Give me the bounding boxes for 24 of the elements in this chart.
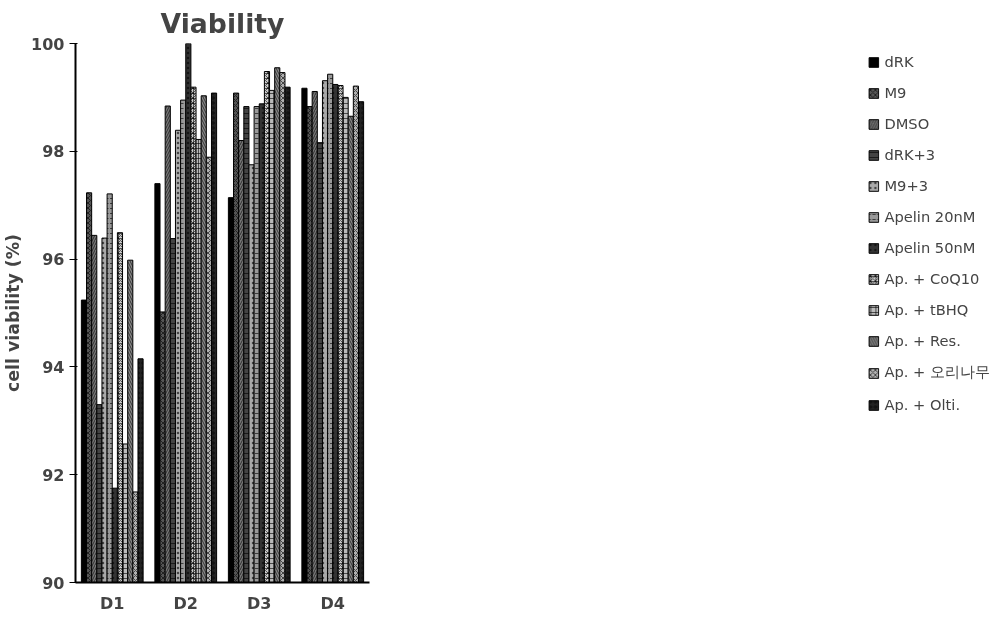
legend-label: Apelin 20nM: [884, 208, 976, 225]
x-tick-label: D2: [173, 593, 198, 613]
x-tick-label: D3: [247, 593, 272, 613]
chart-title: Viability: [160, 7, 285, 39]
x-tick-label: D4: [320, 593, 345, 613]
legend-label: M9: [884, 84, 907, 101]
legend-label: DMSO: [884, 115, 930, 132]
legend-label: Ap. + CoQ10: [884, 270, 980, 287]
legend-label: M9+3: [884, 177, 928, 194]
y-axis-title: cell viability (%): [3, 234, 24, 392]
y-tick-label: 94: [42, 357, 65, 377]
legend-label: Apelin 50nM: [884, 239, 976, 256]
legend-label: Ap. + 오리나무: [884, 363, 990, 382]
legend-label: Ap. + Olti.: [884, 396, 961, 413]
legend-label: Ap. + Res.: [884, 332, 961, 349]
y-tick-label: 98: [42, 142, 65, 162]
legend-label: dRK+3: [884, 146, 936, 163]
y-tick-label: 96: [42, 250, 65, 270]
y-tick-label: 90: [42, 573, 65, 593]
x-tick-label: D1: [100, 593, 125, 613]
y-tick-label: 100: [31, 34, 65, 54]
legend-label: Ap. + tBHQ: [884, 301, 969, 318]
y-tick-label: 92: [42, 465, 65, 485]
legend-label: dRK: [884, 53, 914, 70]
